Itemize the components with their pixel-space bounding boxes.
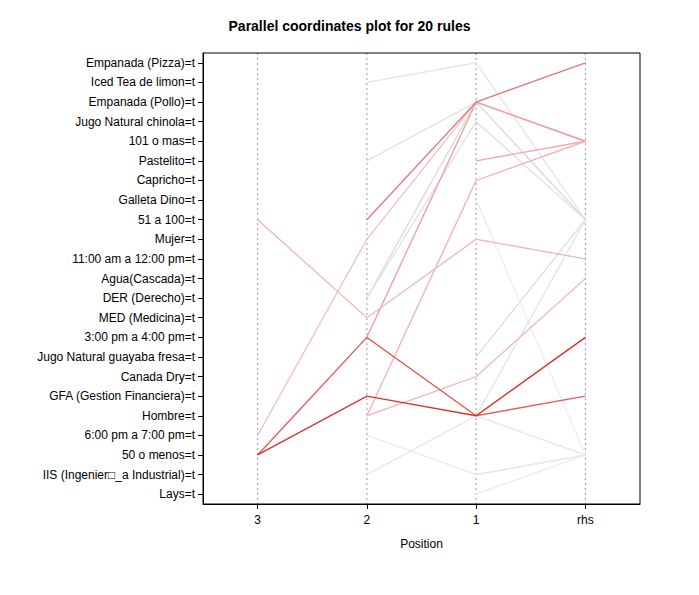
svg-text:rhs: rhs (577, 513, 594, 527)
svg-text:Jugo Natural guayaba fresa=t: Jugo Natural guayaba fresa=t (37, 350, 195, 364)
svg-text:2: 2 (364, 513, 371, 527)
svg-text:MED (Medicina)=t: MED (Medicina)=t (99, 311, 196, 325)
svg-text:Hombre=t: Hombre=t (142, 409, 196, 423)
svg-text:3:00 pm a 4:00 pm=t: 3:00 pm a 4:00 pm=t (85, 330, 196, 344)
svg-text:Parallel coordinates plot for: Parallel coordinates plot for 20 rules (229, 18, 471, 34)
svg-text:3: 3 (254, 513, 261, 527)
svg-text:Pastelito=t: Pastelito=t (139, 154, 196, 168)
svg-text:6:00 pm a 7:00 pm=t: 6:00 pm a 7:00 pm=t (85, 428, 196, 442)
svg-text:Empanada (Pollo)=t: Empanada (Pollo)=t (89, 95, 196, 109)
svg-text:Agua(Cascada)=t: Agua(Cascada)=t (101, 272, 195, 286)
svg-text:51 a 100=t: 51 a 100=t (138, 213, 196, 227)
svg-text:Empanada (Pizza)=t: Empanada (Pizza)=t (86, 56, 196, 70)
svg-text:DER (Derecho)=t: DER (Derecho)=t (103, 291, 196, 305)
svg-text:1: 1 (473, 513, 480, 527)
svg-text:50 o menos=t: 50 o menos=t (122, 448, 196, 462)
svg-text:Position: Position (400, 537, 443, 551)
svg-text:IIS (Ingenier□_a Industrial)=t: IIS (Ingenier□_a Industrial)=t (43, 468, 196, 482)
svg-text:Mujer=t: Mujer=t (155, 232, 196, 246)
svg-text:Jugo Natural chinola=t: Jugo Natural chinola=t (75, 115, 195, 129)
svg-text:Canada Dry=t: Canada Dry=t (121, 370, 196, 384)
svg-text:101 o mas=t: 101 o mas=t (129, 134, 196, 148)
svg-text:GFA (Gestion Financiera)=t: GFA (Gestion Financiera)=t (49, 389, 195, 403)
svg-text:Capricho=t: Capricho=t (137, 173, 196, 187)
svg-text:Galleta Dino=t: Galleta Dino=t (119, 193, 196, 207)
svg-text:Iced Tea de limon=t: Iced Tea de limon=t (91, 75, 196, 89)
svg-text:11:00 am a 12:00 pm=t: 11:00 am a 12:00 pm=t (72, 252, 196, 266)
svg-text:Lays=t: Lays=t (159, 487, 195, 501)
